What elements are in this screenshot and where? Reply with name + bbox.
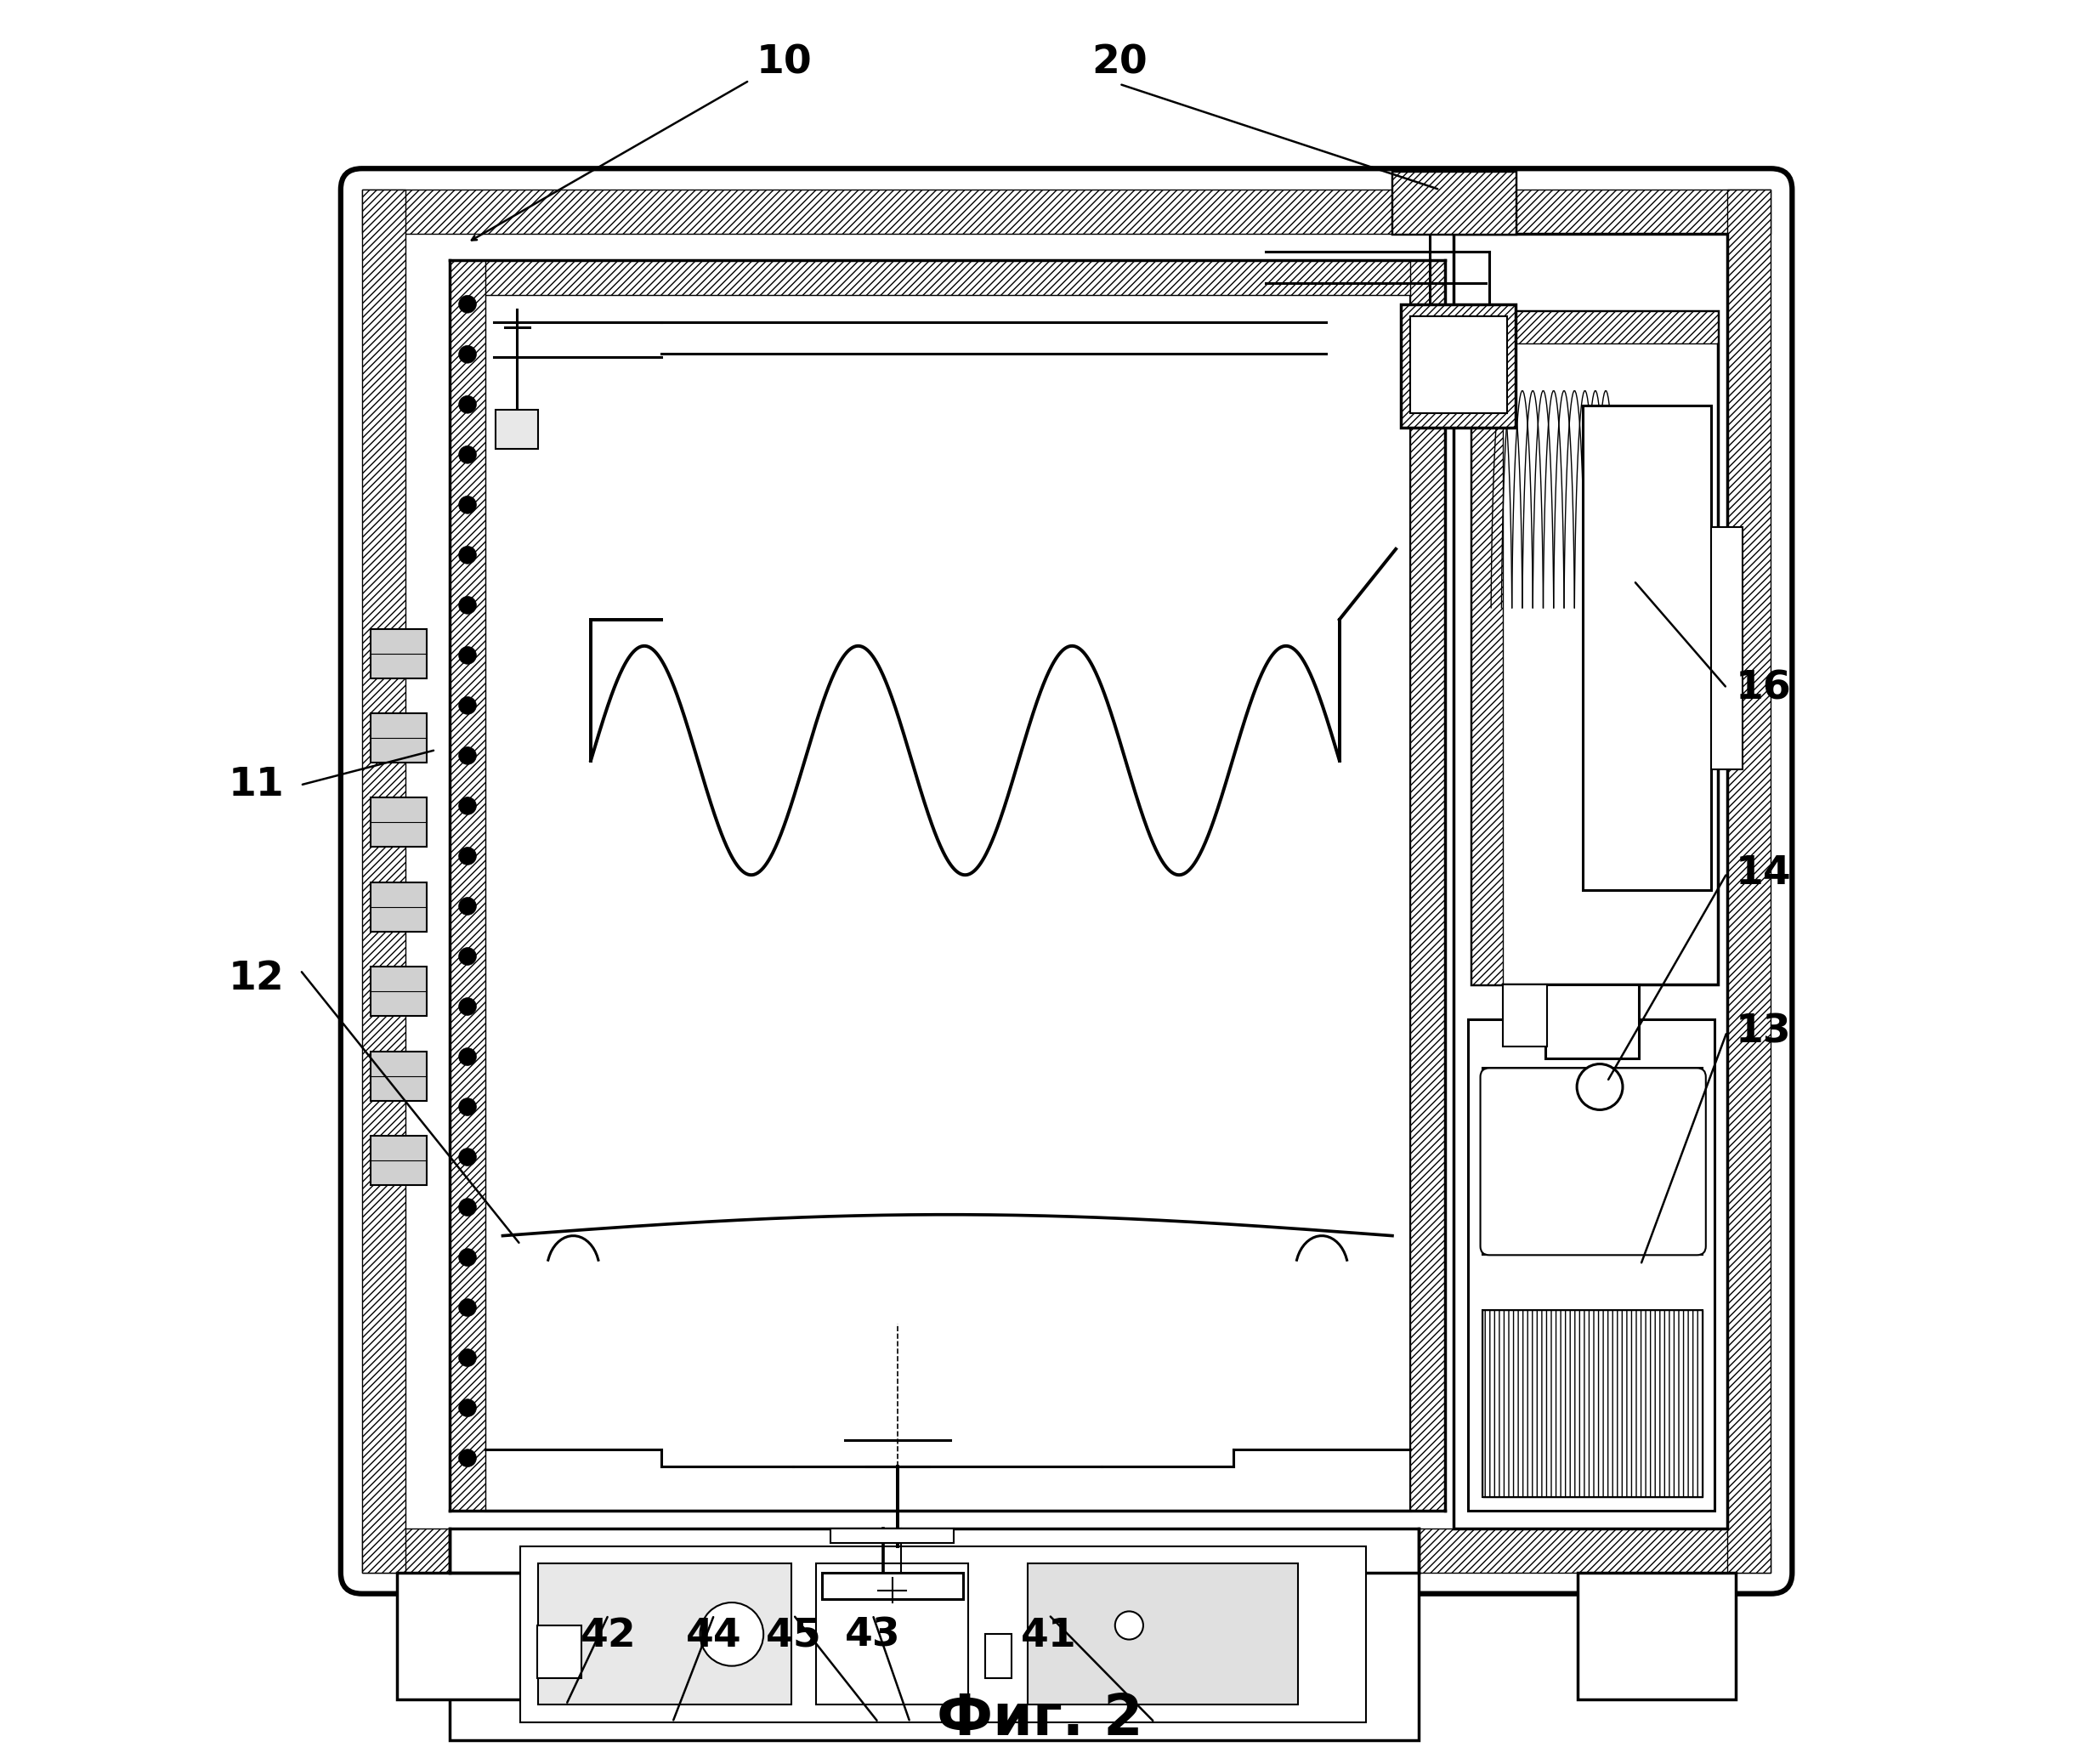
Bar xyxy=(1402,303,1516,427)
Bar xyxy=(1471,312,1718,984)
Bar xyxy=(1471,312,1718,344)
Circle shape xyxy=(460,1349,476,1367)
Text: 42: 42 xyxy=(580,1618,636,1655)
Text: 16: 16 xyxy=(1737,669,1791,707)
Bar xyxy=(986,1633,1011,1678)
Bar xyxy=(1410,316,1506,413)
Text: Фиг. 2: Фиг. 2 xyxy=(936,1690,1144,1746)
FancyBboxPatch shape xyxy=(1481,1067,1706,1254)
Circle shape xyxy=(460,1097,476,1115)
Circle shape xyxy=(460,1450,476,1468)
Bar xyxy=(362,1529,1770,1572)
Circle shape xyxy=(460,947,476,965)
Bar xyxy=(449,1529,1419,1739)
Bar xyxy=(537,1625,580,1678)
Bar xyxy=(485,295,1410,1512)
Bar xyxy=(362,191,1770,233)
Circle shape xyxy=(460,746,476,764)
Bar xyxy=(1402,303,1516,427)
Bar xyxy=(1468,1020,1714,1512)
Bar xyxy=(449,259,485,1512)
Circle shape xyxy=(460,1198,476,1215)
Text: 45: 45 xyxy=(765,1618,822,1655)
Bar xyxy=(1410,259,1446,1512)
Circle shape xyxy=(460,1249,476,1267)
Bar xyxy=(362,191,406,1572)
Bar xyxy=(370,1136,426,1185)
Circle shape xyxy=(460,898,476,916)
Circle shape xyxy=(460,797,476,815)
Text: 10: 10 xyxy=(757,44,813,81)
Bar xyxy=(1454,233,1726,1529)
Bar xyxy=(495,409,539,448)
FancyBboxPatch shape xyxy=(341,169,1793,1593)
Circle shape xyxy=(460,395,476,413)
Bar xyxy=(1392,173,1516,233)
Bar xyxy=(1710,527,1743,769)
Bar xyxy=(815,1563,969,1704)
Text: 41: 41 xyxy=(1021,1618,1077,1655)
Bar xyxy=(1726,191,1770,1572)
Text: 43: 43 xyxy=(844,1618,901,1655)
Text: 12: 12 xyxy=(229,960,285,998)
Circle shape xyxy=(1115,1611,1144,1639)
Bar xyxy=(1545,984,1639,1058)
Circle shape xyxy=(460,547,476,564)
Circle shape xyxy=(460,496,476,513)
Bar xyxy=(1483,1311,1701,1498)
Bar xyxy=(1483,1311,1701,1498)
Circle shape xyxy=(460,1298,476,1316)
Bar xyxy=(1028,1563,1298,1704)
Bar xyxy=(370,1051,426,1101)
Bar xyxy=(370,797,426,847)
Bar xyxy=(539,1563,792,1704)
Text: 14: 14 xyxy=(1737,854,1791,893)
Bar xyxy=(1392,173,1516,233)
Bar xyxy=(370,628,426,677)
Circle shape xyxy=(701,1602,763,1665)
Text: 13: 13 xyxy=(1737,1013,1791,1051)
Circle shape xyxy=(460,1148,476,1166)
Circle shape xyxy=(460,998,476,1016)
Circle shape xyxy=(460,647,476,665)
Text: 20: 20 xyxy=(1092,44,1148,81)
Text: 44: 44 xyxy=(686,1618,743,1655)
Circle shape xyxy=(460,346,476,363)
Bar xyxy=(822,1572,963,1598)
Circle shape xyxy=(460,1399,476,1416)
Bar xyxy=(370,967,426,1016)
Circle shape xyxy=(460,446,476,464)
Circle shape xyxy=(1577,1064,1622,1110)
Bar xyxy=(1471,312,1504,984)
Bar xyxy=(830,1529,955,1542)
Bar xyxy=(449,259,1446,295)
Bar xyxy=(1483,1067,1701,1254)
Bar xyxy=(1504,984,1548,1046)
Circle shape xyxy=(460,596,476,614)
Bar xyxy=(370,713,426,762)
Bar xyxy=(520,1545,1367,1722)
Circle shape xyxy=(460,697,476,714)
Bar xyxy=(1583,406,1710,891)
Circle shape xyxy=(460,1048,476,1065)
Circle shape xyxy=(460,295,476,312)
Bar xyxy=(397,1572,555,1699)
Bar xyxy=(370,882,426,931)
Circle shape xyxy=(460,847,476,864)
Bar xyxy=(1577,1572,1737,1699)
Text: 11: 11 xyxy=(229,766,285,804)
